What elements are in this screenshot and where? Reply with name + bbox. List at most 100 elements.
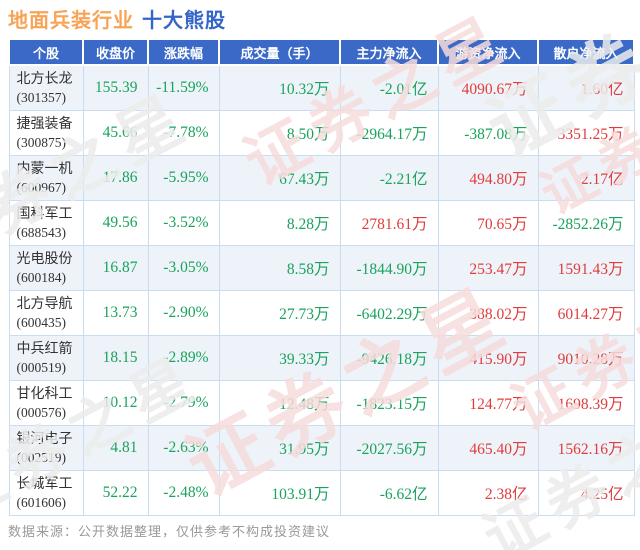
close-price-cell: 18.15 bbox=[82, 335, 149, 381]
hotmoney-inflow-cell: 4090.67万 bbox=[437, 64, 539, 111]
volume-cell: 10.32万 bbox=[218, 64, 341, 111]
stock-name-cell: 甘化科工 (000576) bbox=[8, 380, 84, 426]
hotmoney-inflow-cell: 2.38亿 bbox=[437, 470, 539, 516]
header-row: 个股 收盘价 涨跌幅 成交量（手） 主力净流入 游资净流入 散户净流入 bbox=[8, 38, 635, 66]
retail-inflow-cell: 2.17亿 bbox=[537, 155, 635, 201]
table-row: 捷强装备 (300875) 45.66 -7.78% 8.50万 -2964.17万 -38… bbox=[8, 110, 635, 156]
volume-cell: 8.50万 bbox=[218, 110, 341, 156]
hotmoney-inflow-cell: -387.08万 bbox=[437, 110, 539, 156]
volume-cell: 12.48万 bbox=[218, 380, 341, 426]
main-inflow-cell: -2027.56万 bbox=[339, 425, 439, 471]
volume-cell: 8.28万 bbox=[218, 200, 341, 246]
bear-stocks-table: 个股 收盘价 涨跌幅 成交量（手） 主力净流入 游资净流入 散户净流入 北方长龙… bbox=[8, 38, 635, 516]
retail-inflow-cell: 1698.39万 bbox=[537, 380, 635, 426]
change-pct-cell: -2.89% bbox=[147, 335, 220, 381]
table-row: 银河电子 (002519) 4.81 -2.63% 31.95万 -2027.56万 465… bbox=[8, 425, 635, 471]
industry-name: 地面兵装行业 bbox=[8, 10, 134, 32]
stock-name: 捷强装备 bbox=[16, 115, 73, 131]
stock-name: 国科军工 bbox=[16, 205, 73, 221]
stock-code: (000576) bbox=[16, 405, 67, 420]
volume-cell: 67.43万 bbox=[218, 155, 341, 201]
stock-code: (000519) bbox=[16, 360, 67, 375]
table-row: 长城军工 (601606) 52.22 -2.48% 103.91万 -6.62亿 2.38… bbox=[8, 470, 635, 516]
title-suffix: 十大熊股 bbox=[142, 10, 226, 32]
stock-code: (688543) bbox=[16, 225, 67, 240]
col-header-stock: 个股 bbox=[8, 38, 84, 66]
stock-name: 光电股份 bbox=[16, 250, 73, 266]
col-header-close-price: 收盘价 bbox=[82, 38, 149, 66]
retail-inflow-cell: 4.25亿 bbox=[537, 470, 635, 516]
volume-cell: 103.91万 bbox=[218, 470, 341, 516]
stock-code: (002519) bbox=[16, 450, 67, 465]
main-inflow-cell: -2.01亿 bbox=[339, 64, 439, 111]
stock-name: 甘化科工 bbox=[16, 385, 73, 401]
close-price-cell: 52.22 bbox=[82, 470, 149, 516]
volume-cell: 27.73万 bbox=[218, 290, 341, 336]
stock-name-cell: 北方导航 (600435) bbox=[8, 290, 84, 336]
volume-cell: 8.58万 bbox=[218, 245, 341, 291]
main-inflow-cell: -2.21亿 bbox=[339, 155, 439, 201]
close-price-cell: 16.87 bbox=[82, 245, 149, 291]
data-source-note: 数据来源：公开数据整理，仅供参考不构成投资建议 bbox=[8, 524, 331, 539]
change-pct-cell: -7.78% bbox=[147, 110, 220, 156]
volume-cell: 39.33万 bbox=[218, 335, 341, 381]
table-row: 甘化科工 (000576) 10.12 -2.79% 12.48万 -1823.15万 12… bbox=[8, 380, 635, 426]
stock-name: 中兵红箭 bbox=[16, 340, 73, 356]
main-inflow-cell: -6.62亿 bbox=[339, 470, 439, 516]
change-pct-cell: -3.52% bbox=[147, 200, 220, 246]
stock-name-cell: 国科军工 (688543) bbox=[8, 200, 84, 246]
stock-name-cell: 光电股份 (600184) bbox=[8, 245, 84, 291]
close-price-cell: 49.56 bbox=[82, 200, 149, 246]
stock-name-cell: 长城军工 (601606) bbox=[8, 470, 84, 516]
stock-name-cell: 捷强装备 (300875) bbox=[8, 110, 84, 156]
main-inflow-cell: -2964.17万 bbox=[339, 110, 439, 156]
main-inflow-cell: -1823.15万 bbox=[339, 380, 439, 426]
stock-code: (600184) bbox=[16, 270, 67, 285]
retail-inflow-cell: 9010.28万 bbox=[537, 335, 635, 381]
stock-code: (601606) bbox=[16, 495, 67, 510]
change-pct-cell: -3.05% bbox=[147, 245, 220, 291]
bear-stocks-table-wrap: 个股 收盘价 涨跌幅 成交量（手） 主力净流入 游资净流入 散户净流入 北方长龙… bbox=[8, 38, 635, 516]
stock-name-cell: 北方长龙 (301357) bbox=[8, 64, 84, 111]
main-inflow-cell: 2781.61万 bbox=[339, 200, 439, 246]
retail-inflow-cell: -2852.26万 bbox=[537, 200, 635, 246]
retail-inflow-cell: 3351.25万 bbox=[537, 110, 635, 156]
close-price-cell: 13.73 bbox=[82, 290, 149, 336]
stock-name-cell: 内蒙一机 (600967) bbox=[8, 155, 84, 201]
col-header-main-inflow: 主力净流入 bbox=[339, 38, 439, 66]
col-header-change-pct: 涨跌幅 bbox=[147, 38, 220, 66]
close-price-cell: 155.39 bbox=[82, 64, 149, 111]
table-row: 国科军工 (688543) 49.56 -3.52% 8.28万 2781.61万 70.6… bbox=[8, 200, 635, 246]
table-row: 北方长龙 (301357) 155.39 -11.59% 10.32万 -2.01亿 409… bbox=[8, 64, 635, 111]
close-price-cell: 4.81 bbox=[82, 425, 149, 471]
page-title: 地面兵装行业 十大熊股 bbox=[8, 4, 226, 33]
stock-name: 内蒙一机 bbox=[16, 160, 73, 176]
table-row: 光电股份 (600184) 16.87 -3.05% 8.58万 -1844.90万 253… bbox=[8, 245, 635, 291]
retail-inflow-cell: 6014.27万 bbox=[537, 290, 635, 336]
volume-cell: 31.95万 bbox=[218, 425, 341, 471]
col-header-volume: 成交量（手） bbox=[218, 38, 341, 66]
hotmoney-inflow-cell: 465.40万 bbox=[437, 425, 539, 471]
stock-name: 长城军工 bbox=[16, 475, 73, 491]
col-header-hotmoney-inflow: 游资净流入 bbox=[437, 38, 539, 66]
change-pct-cell: -2.63% bbox=[147, 425, 220, 471]
table-row: 北方导航 (600435) 13.73 -2.90% 27.73万 -6402.29万 38… bbox=[8, 290, 635, 336]
main-inflow-cell: -6402.29万 bbox=[339, 290, 439, 336]
table-row: 中兵红箭 (000519) 18.15 -2.89% 39.33万 -9426.18万 41… bbox=[8, 335, 635, 381]
retail-inflow-cell: 1591.43万 bbox=[537, 245, 635, 291]
hotmoney-inflow-cell: 494.80万 bbox=[437, 155, 539, 201]
hotmoney-inflow-cell: 124.77万 bbox=[437, 380, 539, 426]
retail-inflow-cell: 1562.16万 bbox=[537, 425, 635, 471]
hotmoney-inflow-cell: 253.47万 bbox=[437, 245, 539, 291]
col-header-retail-inflow: 散户净流入 bbox=[537, 38, 635, 66]
stock-name-cell: 中兵红箭 (000519) bbox=[8, 335, 84, 381]
stock-code: (301357) bbox=[16, 90, 67, 105]
hotmoney-inflow-cell: 415.90万 bbox=[437, 335, 539, 381]
table-row: 内蒙一机 (600967) 17.86 -5.95% 67.43万 -2.21亿 494.8… bbox=[8, 155, 635, 201]
hotmoney-inflow-cell: 388.02万 bbox=[437, 290, 539, 336]
stock-code: (300875) bbox=[16, 135, 67, 150]
stock-code: (600967) bbox=[16, 180, 67, 195]
change-pct-cell: -5.95% bbox=[147, 155, 220, 201]
change-pct-cell: -2.48% bbox=[147, 470, 220, 516]
